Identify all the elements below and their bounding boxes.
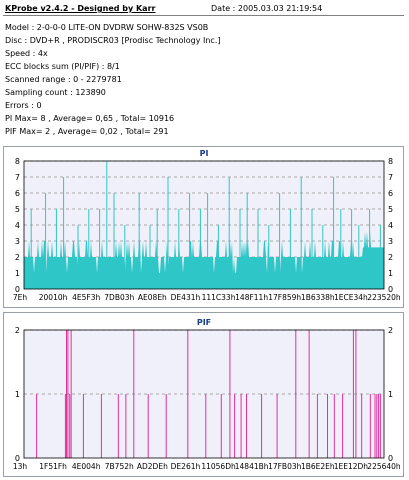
y-tick-label-left: 6 bbox=[15, 189, 20, 198]
y-tick-label-right: 0 bbox=[388, 454, 393, 463]
x-tick-label: 1F51Fh bbox=[39, 462, 67, 471]
info-model: Model : 2-0-0-0 LITE-ON DVDRW SOHW-832S … bbox=[5, 23, 209, 32]
x-tick-label: 111C33h bbox=[202, 293, 236, 302]
y-tick-label-right: 7 bbox=[388, 173, 393, 182]
y-tick-label-left: 5 bbox=[15, 205, 20, 214]
pif-chart: PIF 0 0 1 1 2 2 13h 1F51Fh 4E004h 7B752h AD2DEh DE26… bbox=[13, 318, 401, 471]
pif-chart-panel: PIF 0 0 1 1 2 2 13h 1F51Fh 4E004h 7B752h AD2DEh DE26… bbox=[3, 312, 404, 477]
x-tick-label: 4E5F3h bbox=[72, 293, 100, 302]
y-tick-label-right: 5 bbox=[388, 205, 393, 214]
x-tick-label: 148F11h bbox=[235, 293, 268, 302]
plot-border bbox=[23, 160, 385, 290]
chart-title: PI bbox=[200, 149, 209, 158]
y-tick-label-left: 3 bbox=[15, 237, 20, 246]
x-tick-label: 1B6338h bbox=[301, 293, 335, 302]
x-tick-label: 11056Dh bbox=[201, 462, 236, 471]
y-tick-label-right: 8 bbox=[388, 157, 393, 166]
info-scanned-range: Scanned range : 0 - 2279781 bbox=[5, 75, 122, 84]
x-tick-label: 1ECE34h bbox=[334, 293, 368, 302]
x-tick-label: 223520h bbox=[367, 293, 401, 302]
y-tick-label-left: 4 bbox=[15, 221, 20, 230]
y-tick-label-right: 3 bbox=[388, 237, 393, 246]
y-tick-label-right: 6 bbox=[388, 189, 393, 198]
x-tick-label: AD2DEh bbox=[137, 462, 168, 471]
info-errors: Errors : 0 bbox=[5, 101, 42, 110]
x-tick-label: DE261h bbox=[171, 462, 201, 471]
y-tick-label-right: 0 bbox=[388, 285, 393, 294]
info-sampling-count: Sampling count : 123890 bbox=[5, 88, 106, 97]
y-tick-label-left: 7 bbox=[15, 173, 20, 182]
x-tick-label: 14841Bh bbox=[235, 462, 269, 471]
info-pif-stats: PIF Max= 2 , Average= 0,02 , Total= 291 bbox=[5, 127, 169, 136]
y-tick-label-left: 1 bbox=[15, 390, 20, 399]
x-tick-label: 20010h bbox=[39, 293, 68, 302]
x-tick-label: 13h bbox=[13, 462, 28, 471]
info-ecc-blocks: ECC blocks sum (PI/PIF) : 8/1 bbox=[5, 62, 120, 71]
pi-chart: PI 0 0 1 1 2 2 3 3 4 4 5 5 6 6 7 7 8 8 7Eh 20010h 4E5F3h 7DB03… bbox=[13, 149, 401, 302]
x-tick-label: DE431h bbox=[171, 293, 201, 302]
x-tick-label: 225640h bbox=[367, 462, 401, 471]
y-tick-label-right: 2 bbox=[388, 326, 393, 335]
y-tick-label-right: 2 bbox=[388, 253, 393, 262]
scan-date: Date : 2005.03.03 21:19:54 bbox=[211, 4, 323, 13]
plot-border bbox=[23, 329, 385, 459]
chart-title: PIF bbox=[197, 318, 211, 327]
y-tick-label-left: 2 bbox=[15, 326, 20, 335]
y-tick-label-right: 4 bbox=[388, 221, 393, 230]
x-tick-label: 1B6E2Eh bbox=[301, 462, 335, 471]
y-tick-label-left: 0 bbox=[15, 285, 20, 294]
x-tick-label: 17F859h bbox=[268, 293, 301, 302]
y-tick-label-right: 1 bbox=[388, 269, 393, 278]
x-tick-label: 7DB03h bbox=[104, 293, 134, 302]
y-tick-label-left: 8 bbox=[15, 157, 20, 166]
x-tick-label: 7Eh bbox=[13, 293, 28, 302]
y-tick-label-left: 2 bbox=[15, 253, 20, 262]
x-tick-label: AE08Eh bbox=[138, 293, 167, 302]
pi-chart-panel: PI 0 0 1 1 2 2 3 3 4 4 5 5 6 6 7 7 8 8 7Eh 20010h 4E5F3h 7DB03… bbox=[3, 146, 404, 308]
app-title: KProbe v2.4.2 - Designed by Karr bbox=[5, 4, 156, 13]
x-tick-label: 17FB03h bbox=[268, 462, 302, 471]
x-tick-label: 1EE12Dh bbox=[334, 462, 369, 471]
y-tick-label-left: 1 bbox=[15, 269, 20, 278]
header-divider bbox=[3, 15, 404, 16]
y-tick-label-right: 1 bbox=[388, 390, 393, 399]
x-tick-label: 7B752h bbox=[105, 462, 134, 471]
info-disc: Disc : DVD+R , PRODISCR03 [Prodisc Techn… bbox=[5, 36, 221, 45]
info-speed: Speed : 4x bbox=[5, 49, 48, 58]
disc-info-panel: KProbe v2.4.2 - Designed by Karr Date : … bbox=[3, 3, 404, 143]
info-pi-stats: PI Max= 8 , Average= 0,65 , Total= 10916 bbox=[5, 114, 175, 123]
x-tick-label: 4E004h bbox=[72, 462, 101, 471]
y-tick-label-left: 0 bbox=[15, 454, 20, 463]
